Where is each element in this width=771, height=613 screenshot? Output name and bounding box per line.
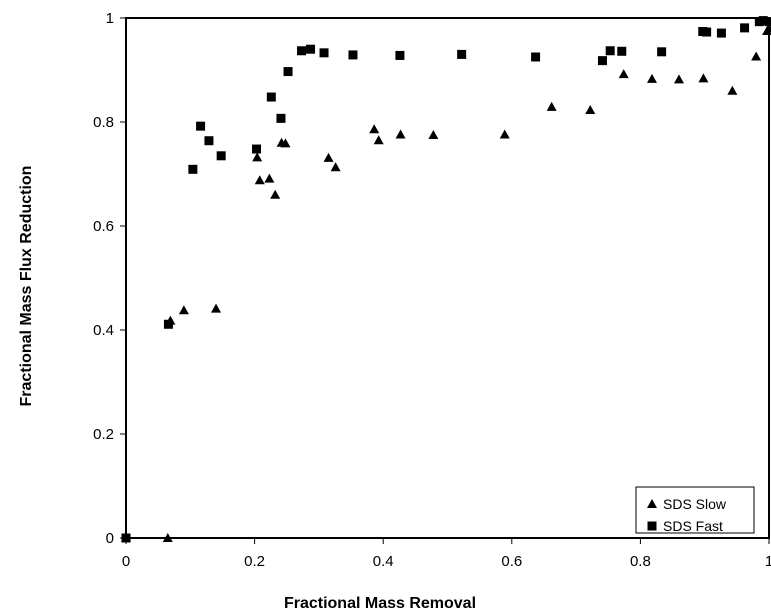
- square-point: [348, 50, 358, 60]
- x-tick-label: 0.2: [244, 553, 265, 570]
- triangle-point: [211, 303, 222, 313]
- x-tick-label: 0.6: [501, 553, 522, 570]
- square-point: [283, 67, 293, 77]
- triangle-point: [428, 130, 439, 139]
- triangle-point: [178, 305, 189, 315]
- triangle-point: [369, 124, 380, 134]
- square-point: [276, 113, 286, 123]
- x-tick-label: 0.8: [630, 553, 651, 570]
- square-point: [196, 121, 206, 131]
- triangle-point: [162, 533, 173, 542]
- square-point: [319, 48, 329, 58]
- square-point: [597, 56, 607, 66]
- square-point: [306, 44, 316, 54]
- y-axis: 0 0.2 0.4 0.6 0.8 1: [93, 10, 126, 547]
- x-tick-label: 1: [765, 553, 771, 570]
- square-point: [758, 16, 768, 26]
- triangle-point: [751, 51, 762, 61]
- square-point: [216, 151, 226, 161]
- y-tick-label: 0.2: [93, 426, 114, 443]
- triangle-point: [585, 105, 596, 115]
- square-point: [716, 28, 726, 38]
- legend-square-marker: [647, 521, 657, 531]
- x-tick-label: 0: [122, 553, 130, 570]
- legend-label: SDS Slow: [663, 496, 727, 512]
- triangle-point: [673, 74, 684, 84]
- square-point: [121, 533, 131, 543]
- triangle-point: [330, 162, 341, 172]
- square-point: [252, 144, 262, 154]
- legend-triangle-marker: [647, 499, 657, 508]
- square-point: [297, 46, 307, 56]
- triangle-point: [252, 152, 263, 162]
- x-tick-label: 0.4: [373, 553, 394, 570]
- y-axis-title: Fractional Mass Flux Reduction: [18, 166, 35, 407]
- square-point: [764, 17, 771, 27]
- triangle-point: [373, 135, 384, 145]
- square-point: [395, 50, 405, 60]
- square-point: [457, 49, 467, 59]
- legend: SDS Slow SDS Fast: [635, 486, 755, 534]
- square-point: [531, 52, 541, 62]
- triangle-point: [254, 175, 265, 185]
- legend-label: SDS Fast: [663, 518, 723, 534]
- triangle-point: [646, 73, 657, 83]
- triangle-point: [280, 138, 291, 148]
- triangle-point: [499, 129, 510, 139]
- triangle-point: [264, 173, 275, 183]
- square-point: [188, 164, 198, 174]
- data-points: [121, 16, 771, 543]
- y-tick-label: 1: [106, 10, 114, 27]
- y-tick-label: 0: [106, 530, 114, 547]
- y-tick-label: 0.4: [93, 322, 114, 339]
- triangle-point: [395, 129, 406, 139]
- triangle-point: [323, 152, 334, 162]
- triangle-point: [546, 101, 557, 111]
- triangle-point: [618, 69, 629, 79]
- square-point: [740, 23, 750, 33]
- y-tick-label: 0.6: [93, 218, 114, 235]
- triangle-point: [698, 73, 709, 83]
- x-axis-title: Fractional Mass Removal: [284, 595, 476, 612]
- triangle-point: [727, 85, 738, 95]
- x-axis: 0 0.2 0.4 0.6 0.8 1: [122, 538, 771, 570]
- square-point: [617, 46, 627, 56]
- square-point: [266, 92, 276, 102]
- square-point: [163, 319, 173, 329]
- square-point: [657, 47, 667, 57]
- square-point: [605, 46, 615, 56]
- y-tick-label: 0.8: [93, 114, 114, 131]
- square-point: [702, 27, 712, 37]
- square-point: [204, 136, 214, 146]
- triangle-point: [270, 189, 281, 199]
- series-sds-fast: [121, 16, 771, 543]
- plot-area: [125, 17, 770, 539]
